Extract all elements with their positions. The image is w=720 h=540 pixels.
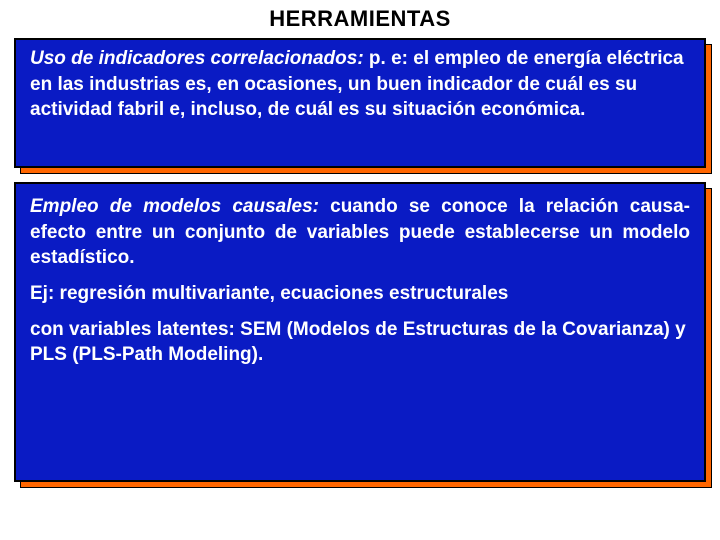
box-2-paragraph-1: Empleo de modelos causales: cuando se co… bbox=[30, 194, 690, 271]
box-2-paragraph-3: con variables latentes: SEM (Modelos de … bbox=[30, 317, 690, 368]
box-2: Empleo de modelos causales: cuando se co… bbox=[14, 182, 706, 482]
box-2-lead: Empleo de modelos causales: bbox=[30, 196, 319, 217]
box-2-wrap: Empleo de modelos causales: cuando se co… bbox=[14, 182, 706, 482]
box-1-wrap: Uso de indicadores correlacionados: p. e… bbox=[14, 38, 706, 168]
box-1-lead: Uso de indicadores correlacionados: bbox=[30, 48, 364, 69]
box-1-paragraph: Uso de indicadores correlacionados: p. e… bbox=[30, 46, 690, 123]
box-1: Uso de indicadores correlacionados: p. e… bbox=[14, 38, 706, 168]
box-2-paragraph-2: Ej: regresión multivariante, ecuaciones … bbox=[30, 281, 690, 307]
slide-title: HERRAMIENTAS bbox=[14, 6, 706, 32]
slide: HERRAMIENTAS Uso de indicadores correlac… bbox=[0, 0, 720, 540]
